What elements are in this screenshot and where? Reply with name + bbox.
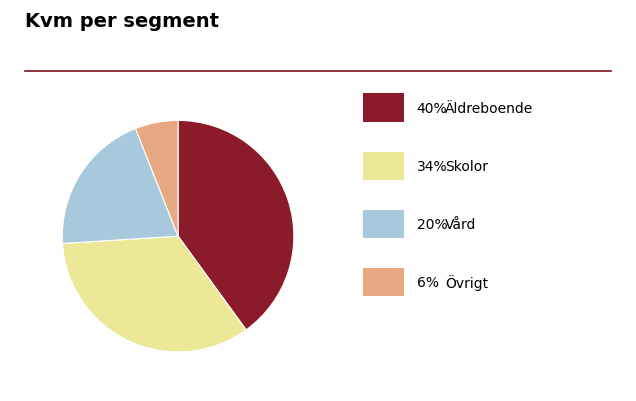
Text: 40%: 40%	[417, 101, 447, 115]
Wedge shape	[62, 237, 246, 352]
Wedge shape	[135, 121, 178, 237]
Text: Kvm per segment: Kvm per segment	[25, 12, 219, 31]
Wedge shape	[178, 121, 294, 330]
Text: 34%: 34%	[417, 160, 447, 173]
Text: Äldreboende: Äldreboende	[445, 101, 534, 115]
Wedge shape	[62, 129, 178, 244]
Text: 6%: 6%	[417, 276, 439, 290]
Text: Övrigt: Övrigt	[445, 275, 488, 291]
Text: 20%: 20%	[417, 218, 447, 231]
Text: Vård: Vård	[445, 218, 476, 231]
Text: Skolor: Skolor	[445, 160, 488, 173]
